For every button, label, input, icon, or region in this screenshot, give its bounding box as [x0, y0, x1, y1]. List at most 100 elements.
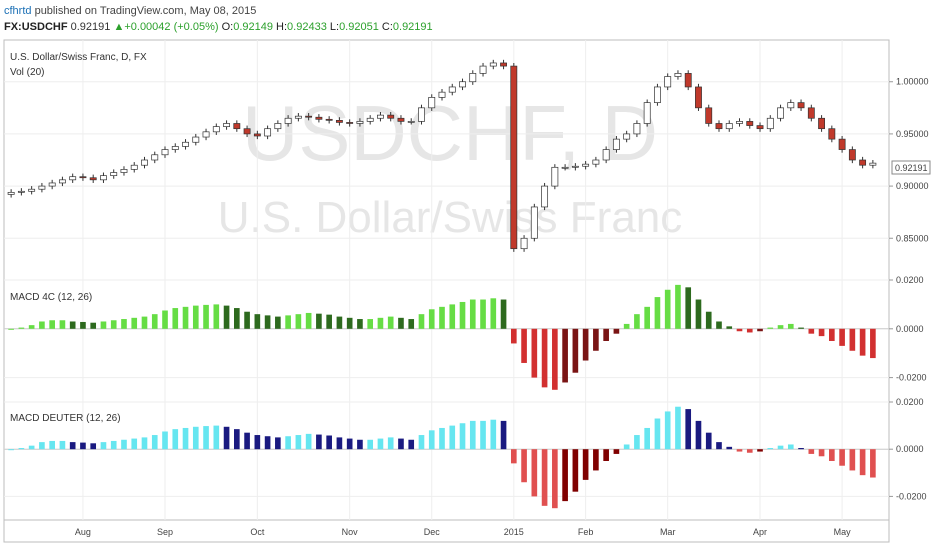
- histogram-bar: [398, 438, 404, 450]
- candle: [223, 123, 230, 127]
- histogram-bar: [562, 328, 568, 383]
- histogram-bar: [490, 419, 497, 450]
- histogram-bar: [110, 320, 117, 329]
- histogram-bar: [100, 321, 107, 329]
- histogram-bar: [664, 289, 671, 329]
- candle: [202, 131, 210, 138]
- histogram-bar: [69, 321, 76, 329]
- high-value: 0.92433: [287, 21, 327, 33]
- y-tick-label: -0.0200: [896, 491, 927, 501]
- candle: [294, 115, 302, 119]
- candle: [7, 191, 15, 195]
- macddeuter-pane-frame: [3, 401, 890, 521]
- candle: [448, 86, 456, 93]
- candle: [110, 172, 118, 177]
- x-tick-label: May: [834, 527, 852, 537]
- histogram-bar: [346, 317, 353, 329]
- histogram-bar: [849, 328, 856, 351]
- candle: [120, 169, 128, 173]
- histogram-bar: [654, 297, 661, 329]
- histogram-bar: [336, 316, 343, 329]
- candle: [335, 119, 343, 123]
- histogram-bar: [59, 320, 66, 329]
- y-tick-label: 0.95000: [896, 129, 929, 139]
- histogram-bar: [151, 435, 158, 450]
- histogram-bar: [480, 420, 486, 450]
- histogram-bar: [572, 328, 579, 373]
- histogram-bar: [18, 327, 25, 329]
- candle: [777, 107, 784, 119]
- histogram-bar: [469, 299, 476, 329]
- histogram-bar: [377, 317, 384, 329]
- close-label: C:: [381, 21, 393, 33]
- histogram-bar: [746, 449, 753, 453]
- histogram-bar: [664, 411, 671, 450]
- histogram-bar: [172, 308, 179, 329]
- histogram-bar: [818, 449, 825, 457]
- candle: [643, 102, 651, 124]
- candle: [859, 159, 867, 166]
- histogram-bar: [223, 426, 230, 450]
- histogram-bar: [634, 435, 640, 450]
- histogram-bar: [818, 328, 825, 337]
- histogram-bar: [562, 449, 568, 502]
- candle: [428, 97, 436, 109]
- candle: [551, 166, 559, 187]
- candle: [612, 138, 620, 150]
- histogram-bar: [644, 306, 650, 329]
- author-link[interactable]: cfhrtd: [4, 5, 32, 17]
- y-axis-ticks: 0.85000 0.90000 0.95000 1.00000 -0.0200 0.000…: [889, 77, 929, 501]
- histogram-bar: [716, 321, 722, 329]
- x-tick-label: Dec: [424, 527, 441, 537]
- candle: [69, 176, 77, 181]
- histogram-bar: [234, 308, 240, 329]
- watermark-symbol: USDCHF, D: [242, 89, 658, 177]
- y-tick-label: 0.0000: [896, 324, 924, 334]
- candle: [787, 102, 795, 109]
- histogram-bar: [387, 437, 394, 450]
- candlestick-series: [7, 59, 877, 252]
- candle: [100, 175, 107, 181]
- histogram-bar: [449, 304, 456, 329]
- candle: [746, 121, 754, 126]
- candle: [325, 118, 333, 121]
- histogram-bar: [39, 321, 45, 329]
- last-price-marker: [891, 160, 931, 175]
- candle: [715, 123, 723, 130]
- up-arrow-icon: ▲: [113, 21, 125, 33]
- x-tick-label: Feb: [578, 527, 594, 537]
- candle: [141, 159, 148, 166]
- histogram-bar: [798, 448, 804, 450]
- histogram-bar: [275, 316, 281, 329]
- histogram-bar: [839, 449, 845, 466]
- histogram-bar: [100, 442, 107, 450]
- histogram-bar: [726, 326, 733, 329]
- candle: [48, 182, 56, 187]
- candle: [17, 190, 25, 193]
- y-tick-label: 1.00000: [896, 77, 929, 87]
- macd4c-histogram: [8, 284, 876, 390]
- histogram-bar: [777, 325, 784, 329]
- publish-header: cfhrtd published on TradingView.com, May…: [4, 4, 256, 18]
- histogram-bar: [829, 328, 835, 341]
- histogram-bar: [295, 435, 302, 450]
- y-tick-label: 0.90000: [896, 181, 929, 191]
- histogram-bar: [316, 313, 322, 329]
- histogram-bar: [603, 328, 609, 341]
- histogram-bar: [736, 449, 743, 452]
- histogram-bar: [80, 321, 86, 329]
- histogram-bar: [367, 439, 374, 450]
- candle: [161, 149, 169, 156]
- candle: [243, 128, 251, 135]
- candle: [171, 146, 179, 150]
- candle: [89, 177, 97, 181]
- histogram-bar: [357, 439, 363, 450]
- histogram-bar: [141, 437, 148, 450]
- candle: [418, 107, 425, 122]
- histogram-bar: [264, 315, 271, 329]
- histogram-bar: [90, 322, 97, 329]
- candle: [541, 185, 549, 208]
- candle: [315, 116, 323, 120]
- histogram-bar: [870, 449, 876, 478]
